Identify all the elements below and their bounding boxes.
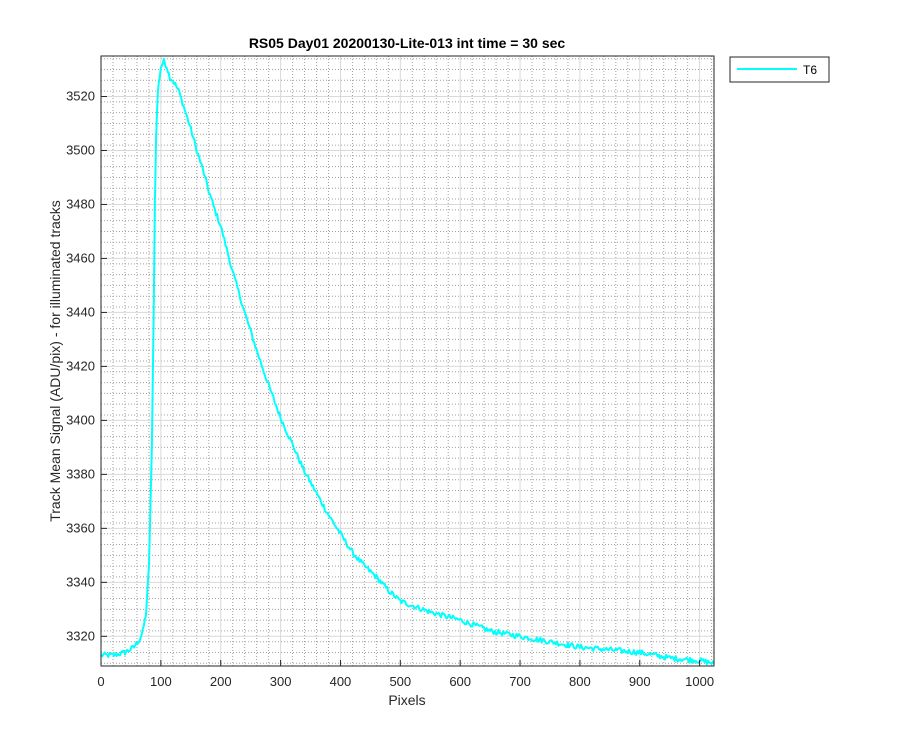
legend: T6 [729,56,830,83]
y-tick-label: 3440 [66,304,95,319]
y-axis: 3320 3340 3360 3380 3400 3420 3440 3460 3480 3500… [66,88,107,643]
series-line-t6 [100,58,715,666]
y-axis-label: Track Mean Signal (ADU/pix) - for illumi… [47,200,63,522]
x-axis: 0 100 200 300 400 500 600 700 800 900 1000 [97,660,714,689]
x-axis-label: Pixels [388,692,425,708]
x-tick-label: 300 [270,674,292,689]
plot-frame [100,55,715,667]
x-tick-label: 700 [509,674,531,689]
x-tick-label: 1000 [685,674,714,689]
y-tick-label: 3520 [66,88,95,103]
legend-label-t6: T6 [803,63,817,77]
x-tick-label: 600 [449,674,471,689]
y-tick-label: 3480 [66,196,95,211]
x-tick-label: 800 [569,674,591,689]
x-tick-label: 200 [210,674,232,689]
x-tick-label: 500 [389,674,411,689]
x-tick-label: 100 [150,674,172,689]
major-grid [100,56,714,666]
minor-grid [101,56,714,666]
y-tick-label: 3380 [66,466,95,481]
series-layer [100,58,715,666]
y-tick-label: 3320 [66,628,95,643]
x-tick-label: 0 [97,674,104,689]
y-tick-label: 3500 [66,142,95,157]
x-tick-label: 400 [330,674,352,689]
chart-title: RS05 Day01 20200130-Lite-013 int time = … [249,35,566,51]
y-tick-label: 3340 [66,574,95,589]
y-tick-label: 3420 [66,358,95,373]
y-tick-label: 3400 [66,412,95,427]
y-tick-label: 3460 [66,250,95,265]
x-tick-label: 900 [629,674,651,689]
y-tick-label: 3360 [66,520,95,535]
